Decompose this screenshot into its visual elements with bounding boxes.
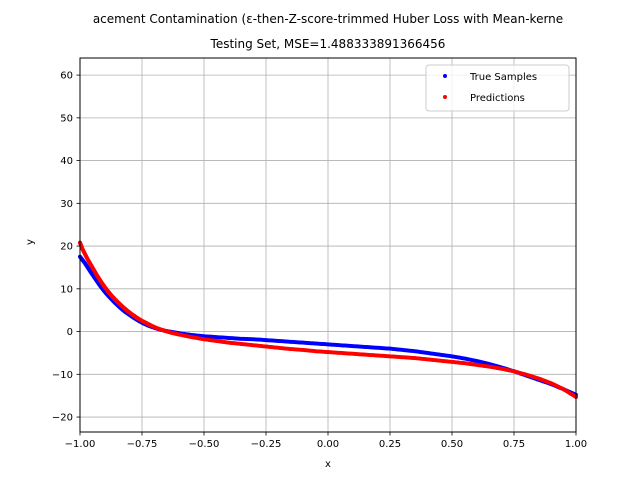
legend-marker-true-samples (443, 74, 447, 78)
legend-marker-predictions (443, 95, 447, 99)
y-tick-label: 60 (60, 71, 73, 82)
y-tick-label: 30 (60, 199, 73, 210)
y-tick-label: 0 (67, 327, 73, 338)
y-axis: −20 −10 0 10 20 30 40 50 60 (52, 71, 80, 424)
x-tick-label: 1.00 (565, 439, 587, 450)
x-tick-label: −0.25 (251, 439, 282, 450)
y-tick-label: 10 (60, 284, 73, 295)
x-tick-label: −0.75 (127, 439, 158, 450)
x-axis-label: x (325, 459, 331, 470)
x-tick-label: 0.25 (379, 439, 401, 450)
legend-label-true-samples: True Samples (469, 72, 537, 83)
chart-title: acement Contamination (ε-then-Z-score-tr… (93, 12, 563, 26)
legend-label-predictions: Predictions (470, 93, 525, 104)
legend-box (425, 64, 570, 112)
x-tick-label: 0.50 (441, 439, 463, 450)
predictions-series (78, 240, 578, 399)
y-tick-label: 50 (60, 113, 73, 124)
x-axis: −1.00 −0.75 −0.50 −0.25 0.00 0.25 0.50 0.75 1.00 (65, 432, 587, 450)
x-tick-label: 0.75 (503, 439, 525, 450)
x-tick-label: −0.50 (189, 439, 220, 450)
y-tick-label: −10 (52, 370, 73, 381)
y-tick-label: 20 (60, 242, 73, 253)
chart-subtitle: Testing Set, MSE=1.488333891366456 (210, 37, 446, 51)
y-tick-label: −20 (52, 413, 73, 424)
y-tick-label: 40 (60, 156, 73, 167)
y-axis-label: y (25, 239, 36, 245)
legend: True Samples Predictions (425, 64, 570, 112)
x-tick-label: −1.00 (65, 439, 96, 450)
x-tick-label: 0.00 (317, 439, 339, 450)
